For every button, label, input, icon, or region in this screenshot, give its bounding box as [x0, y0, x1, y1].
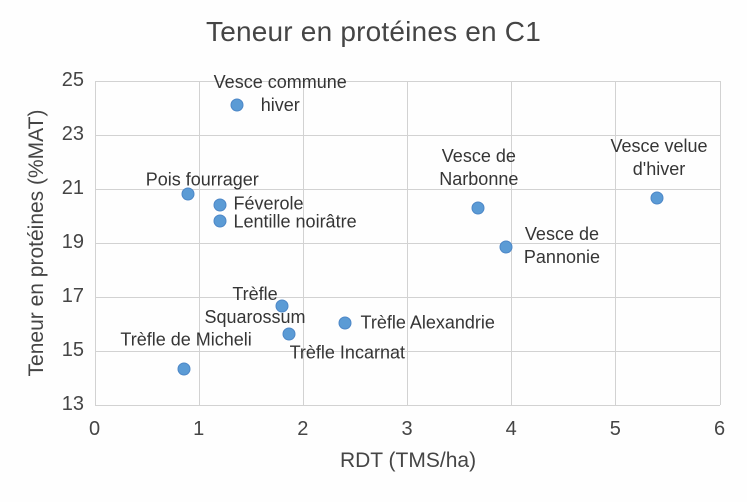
data-point-label-trefle-incarnat: Trèfle Incarnat: [290, 341, 405, 364]
label-line: Vesce velue: [610, 136, 708, 157]
label-line: Pois fourrager: [145, 169, 259, 190]
x-tick-label: 6: [713, 418, 726, 440]
y-tick-label: 15: [61, 339, 84, 361]
x-tick-label: 2: [297, 418, 309, 440]
data-point-label-vesce-de-pannonie: Vesce de Pannonie: [524, 223, 600, 269]
data-point-feverole: [213, 198, 226, 212]
horizontal-gridline: [94, 243, 720, 244]
horizontal-gridline: [94, 351, 720, 352]
data-point-label-trefle-de-micheli: Trèfle de Micheli: [120, 328, 251, 351]
data-point-label-trefle-alexandrie: Trèfle Alexandrie: [361, 311, 495, 334]
vertical-gridline: [719, 81, 721, 405]
label-line: Trèfle de Micheli: [120, 329, 252, 350]
data-point-vesce-commune-hiver: [230, 98, 244, 112]
label-line: Vesce de: [524, 224, 599, 245]
data-point-label-pois-fourrager: Pois fourrager: [146, 169, 259, 192]
y-tick-label: 19: [61, 231, 84, 253]
x-tick-label: 5: [609, 418, 621, 440]
x-axis-title: RDT (TMS/ha): [339, 449, 477, 472]
label-line: Trèfle Alexandrie: [360, 312, 495, 333]
horizontal-gridline: [94, 405, 720, 406]
data-point-label-lentille-noiratre: Lentille noirâtre: [234, 211, 357, 234]
y-tick-label: 25: [61, 69, 84, 91]
label-line: Trèfle Incarnat: [289, 342, 405, 363]
x-tick-label: 4: [505, 418, 517, 440]
label-line: Pannonie: [523, 247, 600, 268]
label-line: Féverole: [233, 193, 304, 214]
data-point-trefle-de-micheli: [177, 362, 191, 376]
data-point-label-feverole: Féverole: [234, 193, 304, 216]
x-tick-label: 1: [193, 418, 205, 440]
label-line: Lentille noirâtre: [233, 211, 357, 232]
y-tick-label: 17: [61, 285, 84, 307]
data-point-label-vesce-commune-hiver: Vesce commune hiver: [214, 71, 347, 117]
data-point-vesce-de-narbonne: [471, 201, 485, 215]
data-point-label-vesce-velue-hiver: Vesce velue d'hiver: [610, 135, 707, 181]
horizontal-gridline: [94, 297, 720, 298]
label-line: Trèfle: [232, 284, 278, 305]
horizontal-gridline: [94, 189, 720, 190]
x-tick-label: 3: [401, 418, 413, 440]
data-point-lentille-noiratre: [213, 214, 226, 228]
y-tick-label: 21: [61, 177, 84, 199]
data-point-pois-fourrager: [181, 187, 195, 201]
data-point-label-trefle-squarossum: Trèfle Squarossum: [204, 283, 305, 329]
data-point-vesce-de-pannonie: [499, 240, 513, 254]
data-point-label-vesce-de-narbonne: Vesce de Narbonne: [439, 145, 518, 191]
label-line: Vesce commune: [213, 72, 347, 93]
horizontal-gridline: [94, 135, 720, 136]
data-point-vesce-velue-hiver: [650, 191, 664, 205]
data-point-trefle-squarossum: [275, 299, 289, 313]
label-line: Narbonne: [439, 168, 519, 189]
data-point-trefle-alexandrie: [338, 316, 351, 330]
label-line: d'hiver: [632, 159, 686, 180]
y-tick-label: 23: [61, 123, 84, 145]
x-tick-label: 0: [88, 418, 101, 440]
label-line: hiver: [260, 95, 300, 116]
data-point-trefle-incarnat: [282, 327, 296, 341]
chart-title: Teneur en protéines en C1: [206, 16, 541, 47]
label-line: Squarossum: [204, 307, 306, 328]
horizontal-gridline: [94, 81, 720, 82]
y-tick-label: 13: [61, 393, 84, 415]
label-line: Vesce de: [441, 145, 516, 166]
